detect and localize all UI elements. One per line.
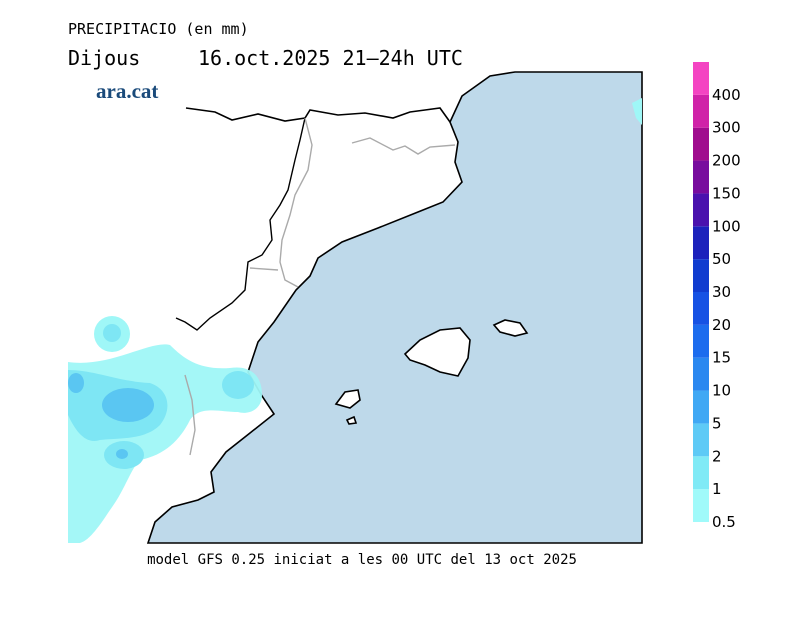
colorbar-segment [693,127,709,161]
colorbar-segment [693,292,709,325]
colorbar-segment [693,357,709,391]
period: 16.oct.2025 21–24h UTC [198,46,463,70]
colorbar-label: 400 [712,86,741,104]
precipitation-3 [68,373,154,459]
colorbar-segment [693,390,709,424]
colorbar-label: 10 [712,382,731,400]
colorbar-label: 100 [712,217,741,235]
day: Dijous [68,46,140,70]
title: PRECIPITACIO (en mm) [68,20,249,38]
colorbar-segment [693,259,709,292]
colorbar-label: 5 [712,414,722,432]
colorbar-label: 0.5 [712,513,736,531]
colorbar-label: 300 [712,119,741,137]
colorbar-segment [693,226,709,260]
cyan-coast [632,98,642,125]
colorbar-segment [693,94,709,128]
colorbar-segment [693,489,709,522]
colorbar-segment [693,456,709,490]
colorbar: 0.5 1 2 5 10 15 20 30 50 100 150 200 300 400 [693,62,741,531]
colorbar-label: 2 [712,447,722,465]
province-borders [184,117,456,456]
colorbar-label: 1 [712,480,722,498]
colorbar-label: 20 [712,316,731,334]
colorbar-label: 30 [712,283,731,301]
north-coast [185,107,451,123]
islands [334,319,529,425]
colorbar-segment [693,62,709,95]
brand: ara.cat [96,79,158,103]
sea [146,71,643,544]
colorbar-label: 15 [712,349,731,367]
colorbar-segment [693,160,709,194]
footer: model GFS 0.25 iniciat a les 00 UTC del … [147,552,577,568]
colorbar-segment [693,423,709,457]
colorbar-label: 200 [712,152,741,170]
colorbar-label: 50 [712,250,731,268]
colorbar-segment [693,324,709,358]
colorbar-label: 150 [712,184,741,202]
region-border [175,117,306,331]
colorbar-segment [693,193,709,227]
map [68,71,643,544]
